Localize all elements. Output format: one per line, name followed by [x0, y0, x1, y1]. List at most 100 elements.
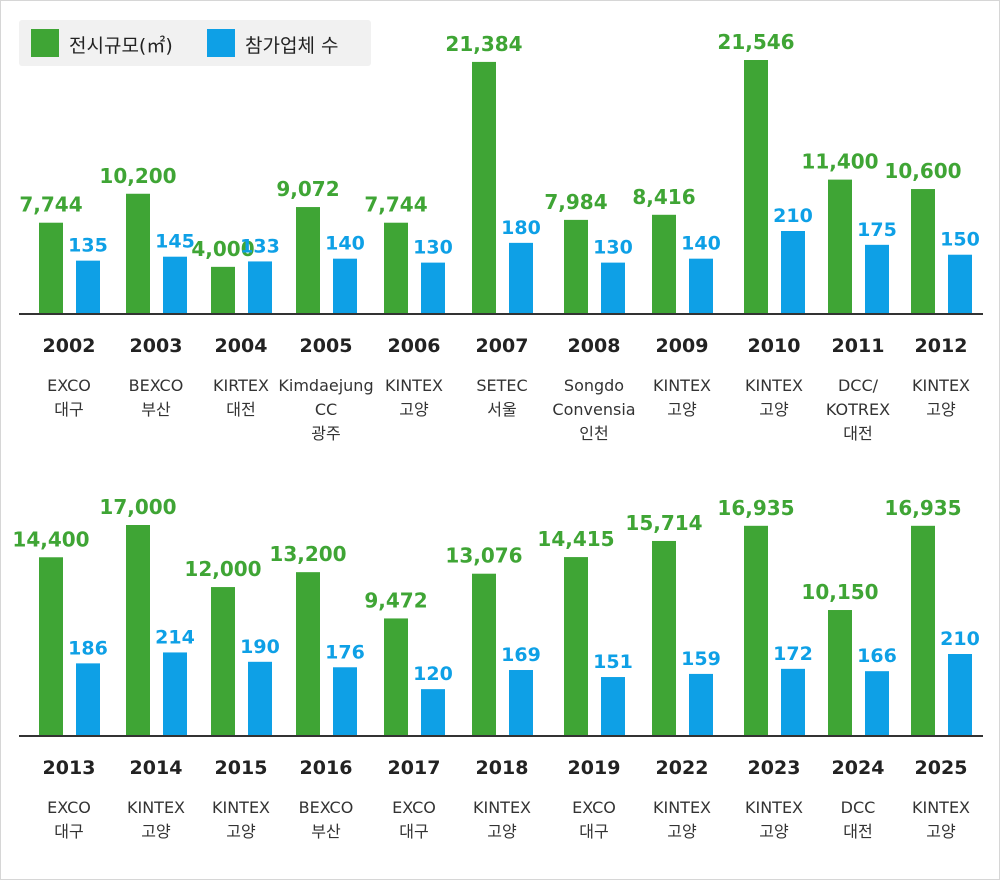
area-bar — [652, 540, 676, 736]
companies-bar — [601, 262, 625, 314]
companies-bar — [601, 677, 625, 736]
companies-bar — [781, 231, 805, 314]
area-value-label: 15,714 — [625, 511, 702, 535]
venue-label: KINTEX — [653, 376, 711, 395]
companies-bar — [421, 689, 445, 736]
area-value-label: 9,472 — [364, 588, 427, 612]
companies-bar — [163, 652, 187, 736]
companies-value-label: 214 — [155, 626, 195, 648]
venue-label: 대전 — [843, 424, 872, 443]
venue-label: SETEC — [476, 376, 527, 395]
year-tick-label: 2019 — [568, 757, 621, 779]
year-tick-label: 2025 — [915, 757, 968, 779]
year-tick-label: 2006 — [388, 335, 441, 357]
year-tick-label: 2024 — [832, 757, 885, 779]
companies-bar — [948, 254, 972, 314]
area-bar — [472, 573, 496, 736]
companies-value-label: 169 — [501, 644, 541, 666]
venue-label: 대전 — [843, 822, 872, 841]
venue-label: KINTEX — [912, 798, 970, 817]
area-value-label: 4,000 — [191, 237, 254, 261]
companies-value-label: 140 — [325, 233, 365, 255]
venue-label: 고양 — [667, 400, 697, 419]
companies-value-label: 130 — [413, 237, 453, 259]
companies-bar — [248, 261, 272, 314]
companies-value-label: 180 — [501, 217, 541, 239]
companies-value-label: 186 — [68, 637, 108, 659]
venue-label: 고양 — [759, 400, 789, 419]
legend-companies-swatch — [207, 29, 235, 57]
area-value-label: 21,546 — [717, 30, 794, 54]
companies-value-label: 190 — [240, 636, 280, 658]
year-tick-label: 2022 — [656, 757, 709, 779]
area-bar — [911, 189, 935, 314]
area-value-label: 17,000 — [99, 495, 176, 519]
companies-value-label: 135 — [68, 235, 108, 257]
venue-label: KOTREX — [826, 400, 890, 419]
venue-label: KINTEX — [653, 798, 711, 817]
venue-label: KINTEX — [127, 798, 185, 817]
venue-label: 고양 — [226, 822, 256, 841]
year-tick-label: 2011 — [832, 335, 885, 357]
companies-value-label: 133 — [240, 235, 280, 257]
area-value-label: 13,200 — [269, 542, 346, 566]
area-bar — [564, 557, 588, 736]
venue-label: KINTEX — [745, 798, 803, 817]
venue-label: 인천 — [579, 424, 608, 443]
venue-label: EXCO — [47, 376, 91, 395]
companies-bar — [248, 661, 272, 736]
area-value-label: 16,935 — [717, 496, 794, 520]
companies-value-label: 210 — [773, 205, 813, 227]
venue-label: KINTEX — [385, 376, 443, 395]
area-bar — [384, 618, 408, 736]
venue-label: BEXCO — [299, 798, 354, 817]
companies-value-label: 210 — [940, 628, 980, 650]
companies-value-label: 145 — [155, 231, 195, 253]
area-value-label: 7,984 — [544, 190, 607, 214]
venue-label: 대구 — [54, 822, 83, 841]
area-bar — [126, 193, 150, 314]
area-bar — [828, 179, 852, 314]
venue-label: 부산 — [141, 400, 171, 419]
area-bar — [911, 525, 935, 736]
year-tick-label: 2013 — [43, 757, 96, 779]
area-value-label: 21,384 — [445, 32, 522, 56]
venue-label: 고양 — [141, 822, 171, 841]
venue-label: 대구 — [579, 822, 608, 841]
venue-label: 고양 — [487, 822, 517, 841]
year-tick-label: 2007 — [476, 335, 529, 357]
companies-bar — [333, 258, 357, 314]
venue-label: BEXCO — [129, 376, 184, 395]
venue-label: CC — [315, 400, 337, 419]
companies-value-label: 120 — [413, 663, 453, 685]
area-value-label: 8,416 — [632, 185, 695, 209]
venue-label: KINTEX — [212, 798, 270, 817]
companies-value-label: 176 — [325, 641, 365, 663]
venue-label: 고양 — [926, 822, 956, 841]
companies-bar — [509, 670, 533, 736]
venue-label: 고양 — [759, 822, 789, 841]
venue-label: DCC/ — [838, 376, 879, 395]
companies-bar — [865, 244, 889, 314]
year-tick-label: 2018 — [476, 757, 529, 779]
venue-label: KIRTEX — [213, 376, 269, 395]
companies-value-label: 151 — [593, 651, 633, 673]
companies-value-label: 166 — [857, 645, 897, 667]
year-tick-label: 2005 — [300, 335, 353, 357]
year-tick-label: 2017 — [388, 757, 441, 779]
venue-label: 대전 — [226, 400, 255, 419]
year-tick-label: 2009 — [656, 335, 709, 357]
companies-bar — [689, 673, 713, 736]
companies-bar — [948, 654, 972, 736]
venue-label: KINTEX — [745, 376, 803, 395]
venue-label: 고양 — [667, 822, 697, 841]
area-bar — [564, 219, 588, 314]
area-value-label: 9,072 — [276, 177, 339, 201]
area-value-label: 7,744 — [364, 193, 427, 217]
area-bar — [211, 266, 235, 314]
area-value-label: 10,200 — [99, 164, 176, 188]
companies-value-label: 130 — [593, 237, 633, 259]
area-bar — [39, 557, 63, 736]
